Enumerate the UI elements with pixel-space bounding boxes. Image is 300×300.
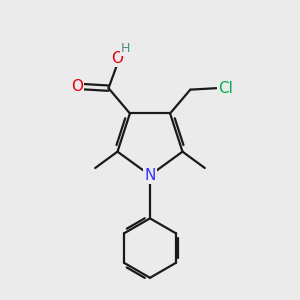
Text: O: O [71,79,83,94]
Text: Cl: Cl [218,81,233,96]
Text: N: N [144,168,156,183]
Text: H: H [121,42,130,55]
Text: O: O [111,51,123,66]
